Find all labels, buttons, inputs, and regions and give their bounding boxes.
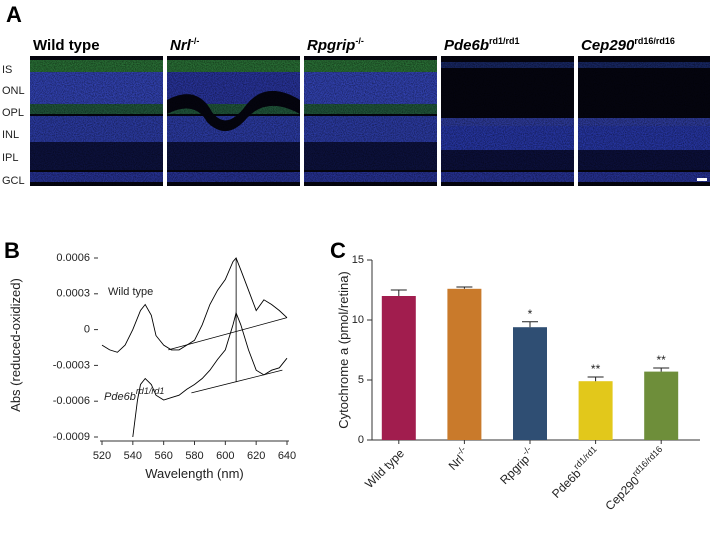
texture — [441, 56, 574, 186]
y-tick-label: 0.0003 — [56, 288, 90, 300]
y-tick-label: 0.0006 — [56, 252, 90, 264]
y-tick-label: 10 — [352, 314, 364, 326]
bar — [381, 296, 416, 440]
column-header-base: Pde6b — [444, 37, 489, 54]
column-header-base: Wild type — [33, 37, 100, 54]
x-tick-label-base: Rpgrip — [497, 452, 532, 487]
column-header: Cep290rd16/rd16 — [581, 36, 675, 54]
column-header-sup: -/- — [355, 36, 364, 46]
y-tick-label: 15 — [352, 254, 364, 266]
significance-label: ** — [657, 353, 667, 367]
x-tick-label: 620 — [247, 450, 265, 462]
x-tick-label: Wild type — [362, 446, 407, 491]
column-header: Wild type — [33, 37, 100, 54]
column-header-sup: -/- — [191, 36, 200, 46]
y-axis-label: Cytochrome a (pmol/retina) — [336, 271, 351, 429]
column-header-base: Nrl — [170, 37, 192, 54]
x-tick-label: 560 — [154, 450, 172, 462]
y-axis-label: Abs (reduced-oxidized) — [8, 278, 23, 412]
x-tick-label: Cep290rd16/rd16 — [600, 444, 669, 513]
series-label-sup: rd1/rd1 — [136, 386, 165, 396]
x-tick-label: Rpgrip-/- — [495, 444, 538, 487]
series-label-base: Wild type — [108, 286, 153, 298]
x-tick-label: 520 — [93, 450, 111, 462]
panel-label: B — [4, 238, 20, 263]
panel-label: C — [330, 238, 346, 263]
significance-label: ** — [591, 362, 601, 376]
error-bar — [653, 367, 670, 372]
column-header-sup: rd16/rd16 — [634, 36, 675, 46]
column-header-base: Cep290 — [581, 37, 635, 54]
significance-label: * — [528, 307, 533, 321]
x-tick-label: 600 — [216, 450, 234, 462]
y-tick-label: 0 — [358, 434, 364, 446]
x-tick-label-base: Cep290 — [602, 473, 642, 513]
y-tick-label: -0.0006 — [53, 395, 90, 407]
error-bar — [456, 286, 473, 289]
y-tick-label: -0.0003 — [53, 359, 90, 371]
panel-label: A — [6, 2, 22, 27]
spectrum-line — [132, 311, 288, 438]
y-tick-label: -0.0009 — [53, 431, 90, 443]
x-tick-label-sup: rd16/rd16 — [630, 444, 664, 478]
texture — [304, 56, 437, 186]
baseline-line — [191, 369, 283, 394]
x-axis-label: Wavelength (nm) — [145, 466, 244, 481]
series-label: Wild type — [108, 286, 153, 298]
spectrum-line — [101, 257, 288, 353]
bar — [578, 381, 613, 440]
error-bar — [522, 321, 538, 328]
column-header-sup: rd1/rd1 — [489, 36, 520, 46]
column-header: Rpgrip-/- — [307, 36, 364, 54]
scale-bar — [697, 178, 707, 181]
bar — [447, 288, 482, 440]
bar — [513, 327, 547, 440]
column-header: Nrl-/- — [170, 36, 199, 54]
texture — [578, 56, 710, 186]
series-label-base: Pde6b — [104, 391, 136, 403]
x-tick-label: 580 — [185, 450, 203, 462]
texture — [167, 56, 300, 186]
texture — [30, 56, 163, 186]
y-tick-label: 0 — [84, 324, 90, 336]
x-tick-label: 540 — [124, 450, 142, 462]
row-label: IS — [2, 64, 12, 76]
row-label: ONL — [2, 85, 25, 97]
bar — [644, 371, 679, 440]
error-bar — [587, 376, 604, 382]
x-tick-label: Pde6brd1/rd1 — [547, 444, 604, 501]
row-label: OPL — [2, 107, 24, 119]
panel-b: B 520 540 560 580 600 620 640 0.0006 0.0003 0 -0.00… — [4, 238, 296, 481]
row-label: IPL — [2, 152, 19, 164]
y-tick-label: 5 — [358, 374, 364, 386]
column-header-base: Rpgrip — [307, 37, 355, 54]
error-bar — [390, 289, 407, 296]
x-tick-label-base: Wild type — [362, 446, 407, 491]
x-tick-label: 640 — [278, 450, 296, 462]
column-header: Pde6brd1/rd1 — [444, 36, 520, 54]
row-label: INL — [2, 129, 19, 141]
x-tick-label: Nrl-/- — [444, 444, 473, 473]
row-label: GCL — [2, 175, 25, 187]
x-tick-label-sup: rd1/rd1 — [572, 444, 599, 471]
series-label: Pde6brd1/rd1 — [104, 386, 164, 403]
baseline-line — [168, 317, 288, 351]
x-tick-label-base: Nrl — [446, 452, 467, 473]
